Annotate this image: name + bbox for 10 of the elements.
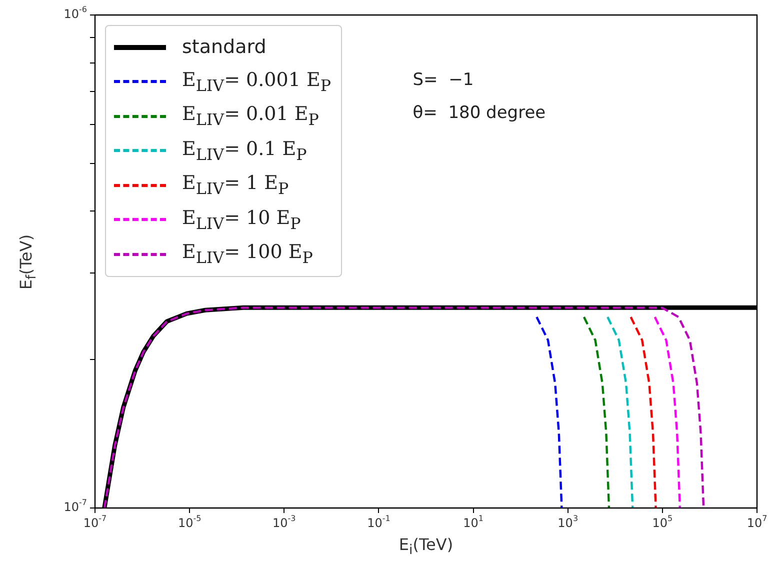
legend-label: E$_{LIV}$= 100 E$_{P}$ (182, 241, 313, 268)
legend-label: E$_{LIV}$= 0.01 E$_{P}$ (182, 103, 319, 130)
legend-label: standard (182, 36, 266, 58)
legend-label: E$_{LIV}$= 10 E$_{P}$ (182, 206, 301, 233)
x-axis-title: E$_{i}$(TeV) (398, 535, 454, 558)
legend-label: E$_{LIV}$= 0.001 E$_{P}$ (182, 68, 331, 95)
legend-label: E$_{LIV}$= 1 E$_{P}$ (182, 172, 289, 198)
annotation: θ= 180 degree (412, 103, 546, 123)
legend-label: E$_{LIV}$= 0.1 E$_{P}$ (182, 138, 307, 164)
annotation: S= −1 (412, 70, 474, 90)
